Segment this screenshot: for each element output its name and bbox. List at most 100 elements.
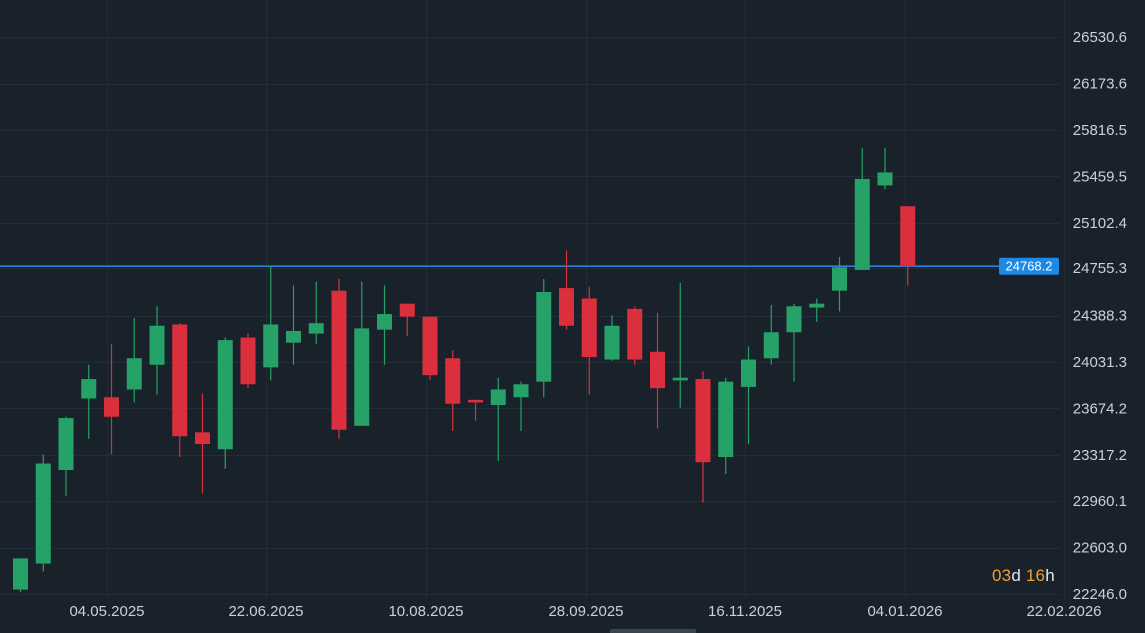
candle[interactable] bbox=[627, 306, 643, 365]
candle-body bbox=[104, 397, 119, 417]
candle-body bbox=[331, 290, 347, 430]
y-tick-label: 24388.3 bbox=[1073, 308, 1127, 325]
candle-body bbox=[126, 358, 142, 390]
candle[interactable] bbox=[650, 312, 665, 429]
candle[interactable] bbox=[672, 282, 688, 408]
candle-body bbox=[627, 308, 643, 360]
candle[interactable] bbox=[126, 317, 142, 403]
y-tick-label: 25816.5 bbox=[1073, 122, 1127, 139]
candle-body bbox=[195, 432, 210, 445]
candle-body bbox=[877, 172, 893, 186]
candle[interactable] bbox=[217, 337, 233, 469]
candle[interactable] bbox=[195, 393, 210, 494]
candle[interactable] bbox=[490, 377, 506, 461]
bar-countdown: 03d 16h bbox=[992, 566, 1055, 586]
candle[interactable] bbox=[468, 399, 483, 421]
candle-body bbox=[263, 324, 279, 368]
candle[interactable] bbox=[58, 416, 74, 497]
candle[interactable] bbox=[445, 350, 461, 432]
candle[interactable] bbox=[581, 286, 597, 395]
candle-body bbox=[559, 288, 574, 326]
countdown-hours-unit: h bbox=[1045, 566, 1055, 585]
x-tick-label: 16.11.2025 bbox=[708, 603, 782, 620]
y-tick-label: 25459.5 bbox=[1073, 168, 1127, 185]
candle[interactable] bbox=[286, 285, 301, 365]
candle-body bbox=[13, 558, 28, 590]
candle-body bbox=[422, 316, 438, 376]
candle[interactable] bbox=[877, 147, 893, 190]
candle-body bbox=[741, 359, 756, 387]
candle-body bbox=[286, 330, 301, 343]
y-tick-label: 22960.1 bbox=[1073, 493, 1127, 510]
candle-body bbox=[468, 399, 483, 403]
candle[interactable] bbox=[559, 250, 574, 330]
grid bbox=[0, 0, 1065, 598]
candle[interactable] bbox=[900, 206, 916, 286]
y-tick-label: 22246.0 bbox=[1073, 586, 1127, 603]
candle-body bbox=[172, 324, 188, 437]
candle-body bbox=[650, 351, 665, 389]
price-tag-box bbox=[999, 257, 1059, 275]
scroll-handle[interactable] bbox=[610, 629, 696, 633]
candle[interactable] bbox=[35, 454, 51, 572]
candle-body bbox=[786, 306, 802, 333]
countdown-hours: 16 bbox=[1025, 566, 1046, 585]
candle[interactable] bbox=[695, 371, 711, 503]
candle-body bbox=[240, 337, 256, 385]
candle-body bbox=[149, 325, 165, 365]
time-axis[interactable]: 04.05.2025 22.06.2025 10.08.2025 28.09.2025… bbox=[69, 603, 1101, 620]
candle[interactable] bbox=[854, 147, 870, 270]
candle[interactable] bbox=[240, 333, 256, 389]
candle[interactable] bbox=[809, 298, 825, 322]
candle[interactable] bbox=[604, 315, 620, 361]
candle[interactable] bbox=[718, 377, 734, 474]
candle-body bbox=[763, 332, 779, 359]
candle[interactable] bbox=[81, 364, 97, 439]
countdown-days-unit: d bbox=[1011, 566, 1021, 585]
candles[interactable] bbox=[13, 147, 916, 593]
y-tick-label: 24031.3 bbox=[1073, 354, 1127, 371]
candle[interactable] bbox=[104, 343, 119, 455]
candle[interactable] bbox=[263, 265, 279, 381]
candle-body bbox=[695, 379, 711, 463]
candle-body bbox=[854, 178, 870, 270]
y-tick-label: 24755.3 bbox=[1073, 260, 1127, 277]
candle-body bbox=[581, 298, 597, 357]
candle[interactable] bbox=[536, 278, 552, 398]
candle-body bbox=[490, 389, 506, 406]
candle[interactable] bbox=[786, 303, 802, 382]
y-tick-label: 22603.0 bbox=[1073, 540, 1127, 557]
candle-body bbox=[354, 328, 370, 426]
candle[interactable] bbox=[354, 281, 370, 426]
candle-body bbox=[809, 303, 825, 308]
y-tick-label: 23674.2 bbox=[1073, 400, 1127, 417]
x-tick-label: 04.01.2026 bbox=[867, 603, 942, 620]
y-tick-label: 26530.6 bbox=[1073, 29, 1127, 46]
candle-body bbox=[672, 377, 688, 381]
candle[interactable] bbox=[832, 256, 847, 312]
candle[interactable] bbox=[331, 278, 347, 439]
candle[interactable] bbox=[741, 346, 756, 445]
candle-body bbox=[718, 381, 734, 458]
current-price-tag[interactable]: 24768.2 bbox=[999, 257, 1059, 275]
candle[interactable] bbox=[422, 316, 438, 381]
price-axis[interactable]: 26887.726530.626173.625816.525459.525102… bbox=[999, 0, 1127, 603]
candle[interactable] bbox=[399, 303, 415, 337]
candle-body bbox=[377, 314, 392, 330]
candle[interactable] bbox=[149, 306, 165, 395]
price-tag-label: 24768.2 bbox=[1006, 259, 1053, 274]
candle[interactable] bbox=[308, 281, 324, 344]
candle[interactable] bbox=[513, 381, 529, 432]
candle[interactable] bbox=[763, 304, 779, 365]
candle[interactable] bbox=[13, 558, 28, 593]
candle-body bbox=[604, 325, 620, 360]
candle-body bbox=[445, 358, 461, 404]
candle-body bbox=[58, 418, 74, 471]
y-tick-label: 25102.4 bbox=[1073, 215, 1127, 232]
candle[interactable] bbox=[172, 323, 188, 458]
countdown-days: 03 bbox=[992, 566, 1012, 585]
candle[interactable] bbox=[377, 285, 392, 365]
candle-body bbox=[35, 463, 51, 564]
